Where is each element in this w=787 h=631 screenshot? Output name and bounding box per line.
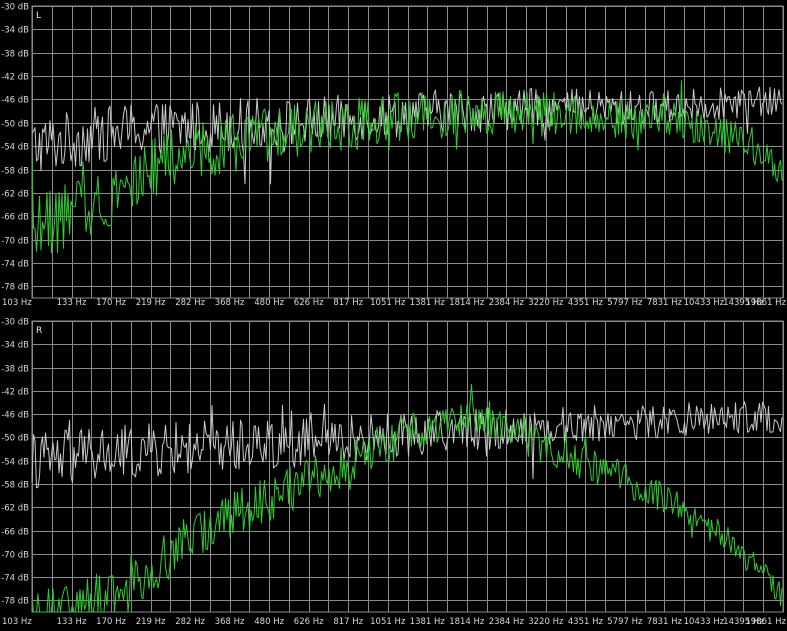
y-tick-label: -38 dB	[1, 365, 29, 375]
y-tick-label: -62 dB	[1, 190, 29, 200]
y-tick-label: -74 dB	[1, 260, 29, 270]
y-tick-label: -70 dB	[1, 237, 29, 247]
x-tick-label: 282 Hz	[175, 617, 205, 627]
x-tick-label: 14395 Hz	[723, 617, 764, 627]
x-tick-label: 626 Hz	[294, 617, 324, 627]
x-tick-label: 1814 Hz	[449, 617, 485, 627]
channel-label-right: R	[36, 326, 42, 336]
x-tick-label: 10433 Hz	[684, 617, 725, 627]
y-tick-label: -46 dB	[1, 411, 29, 421]
x-tick-label: 3220 Hz	[528, 617, 564, 627]
x-tick-label: 133 Hz	[57, 617, 87, 627]
y-tick-label: -46 dB	[1, 96, 29, 106]
y-tick-label: -74 dB	[1, 574, 29, 584]
signal-spectrum-line	[31, 384, 783, 613]
x-tick-label: 4351 Hz	[568, 617, 604, 627]
panel-left-frame	[31, 5, 784, 299]
y-tick-label: -78 dB	[1, 283, 29, 293]
x-tick-label: 282 Hz	[175, 298, 205, 308]
x-tick-label: 1381 Hz	[410, 617, 446, 627]
x-tick-label: 7831 Hz	[647, 617, 683, 627]
x-tick-label: 170 Hz	[96, 617, 126, 627]
x-tick-label: 1381 Hz	[410, 298, 446, 308]
x-tick-label: 1814 Hz	[449, 298, 485, 308]
x-tick-label: 10433 Hz	[684, 298, 725, 308]
y-tick-label: -34 dB	[1, 26, 29, 36]
panel-right-x-ticks: 103 Hz 133 Hz 170 Hz 219 Hz 282 Hz 368 Hz 480 …	[2, 617, 787, 627]
y-tick-label: -62 dB	[1, 504, 29, 514]
x-tick-label: 5797 Hz	[607, 617, 643, 627]
panel-right-series	[31, 384, 783, 613]
panel-left-x-ticks: 103 Hz 133 Hz 170 Hz 219 Hz 282 Hz 368 Hz 480 …	[2, 298, 787, 308]
x-tick-label: 219 Hz	[136, 298, 166, 308]
panel-right-y-ticks: -30 dB -34 dB -38 dB -42 dB -46 dB -50 dB -54 …	[1, 318, 29, 607]
x-tick-label: 480 Hz	[254, 617, 284, 627]
y-tick-label: -66 dB	[1, 213, 29, 223]
y-tick-label: -42 dB	[1, 388, 29, 398]
signal-spectrum-line	[31, 80, 783, 254]
x-tick-label: 1051 Hz	[370, 298, 406, 308]
x-tick-label: 219 Hz	[136, 617, 166, 627]
y-tick-label: -66 dB	[1, 528, 29, 538]
panel-left-y-ticks: -30 dB -34 dB -38 dB -42 dB -46 dB -50 dB -54 …	[1, 3, 29, 293]
x-tick-label: 2384 Hz	[489, 298, 525, 308]
x-tick-label: 103 Hz	[2, 617, 32, 627]
x-tick-label: 170 Hz	[96, 298, 126, 308]
panel-left-series	[31, 80, 783, 254]
y-tick-label: -54 dB	[1, 143, 29, 153]
y-tick-label: -58 dB	[1, 167, 29, 177]
x-tick-label: 2384 Hz	[489, 617, 525, 627]
x-tick-label: 4351 Hz	[568, 298, 604, 308]
panel-right-channel: -30 dB -34 dB -38 dB -42 dB -46 dB -50 dB -54 …	[1, 318, 786, 628]
x-tick-label: 5797 Hz	[607, 298, 643, 308]
x-tick-label: 1051 Hz	[370, 617, 406, 627]
x-tick-label: 817 Hz	[333, 298, 363, 308]
y-tick-label: -42 dB	[1, 73, 29, 83]
x-tick-label: 14395 Hz	[723, 298, 764, 308]
x-tick-label: 19861 Hz	[745, 617, 786, 627]
y-tick-label: -54 dB	[1, 458, 29, 468]
x-tick-label: 480 Hz	[254, 298, 284, 308]
y-tick-label: -34 dB	[1, 341, 29, 351]
x-tick-label: 368 Hz	[215, 298, 245, 308]
x-tick-label: 103 Hz	[2, 298, 32, 308]
y-tick-label: -30 dB	[1, 318, 29, 328]
panel-left-channel: -30 dB -34 dB -38 dB -42 dB -46 dB -50 dB -54 …	[1, 3, 786, 309]
x-tick-label: 19861 Hz	[745, 298, 786, 308]
y-tick-label: -58 dB	[1, 481, 29, 491]
y-tick-label: -70 dB	[1, 551, 29, 561]
x-tick-label: 817 Hz	[333, 617, 363, 627]
y-tick-label: -38 dB	[1, 50, 29, 60]
x-tick-label: 368 Hz	[215, 617, 245, 627]
x-tick-label: 3220 Hz	[528, 298, 564, 308]
x-tick-label: 7831 Hz	[647, 298, 683, 308]
x-tick-label: 626 Hz	[294, 298, 324, 308]
x-tick-label: 133 Hz	[57, 298, 87, 308]
y-tick-label: -50 dB	[1, 120, 29, 130]
y-tick-label: -30 dB	[1, 3, 29, 13]
y-tick-label: -50 dB	[1, 434, 29, 444]
reference-spectrum-line	[31, 401, 783, 489]
channel-label-left: L	[36, 11, 41, 21]
y-tick-label: -78 dB	[1, 597, 29, 607]
